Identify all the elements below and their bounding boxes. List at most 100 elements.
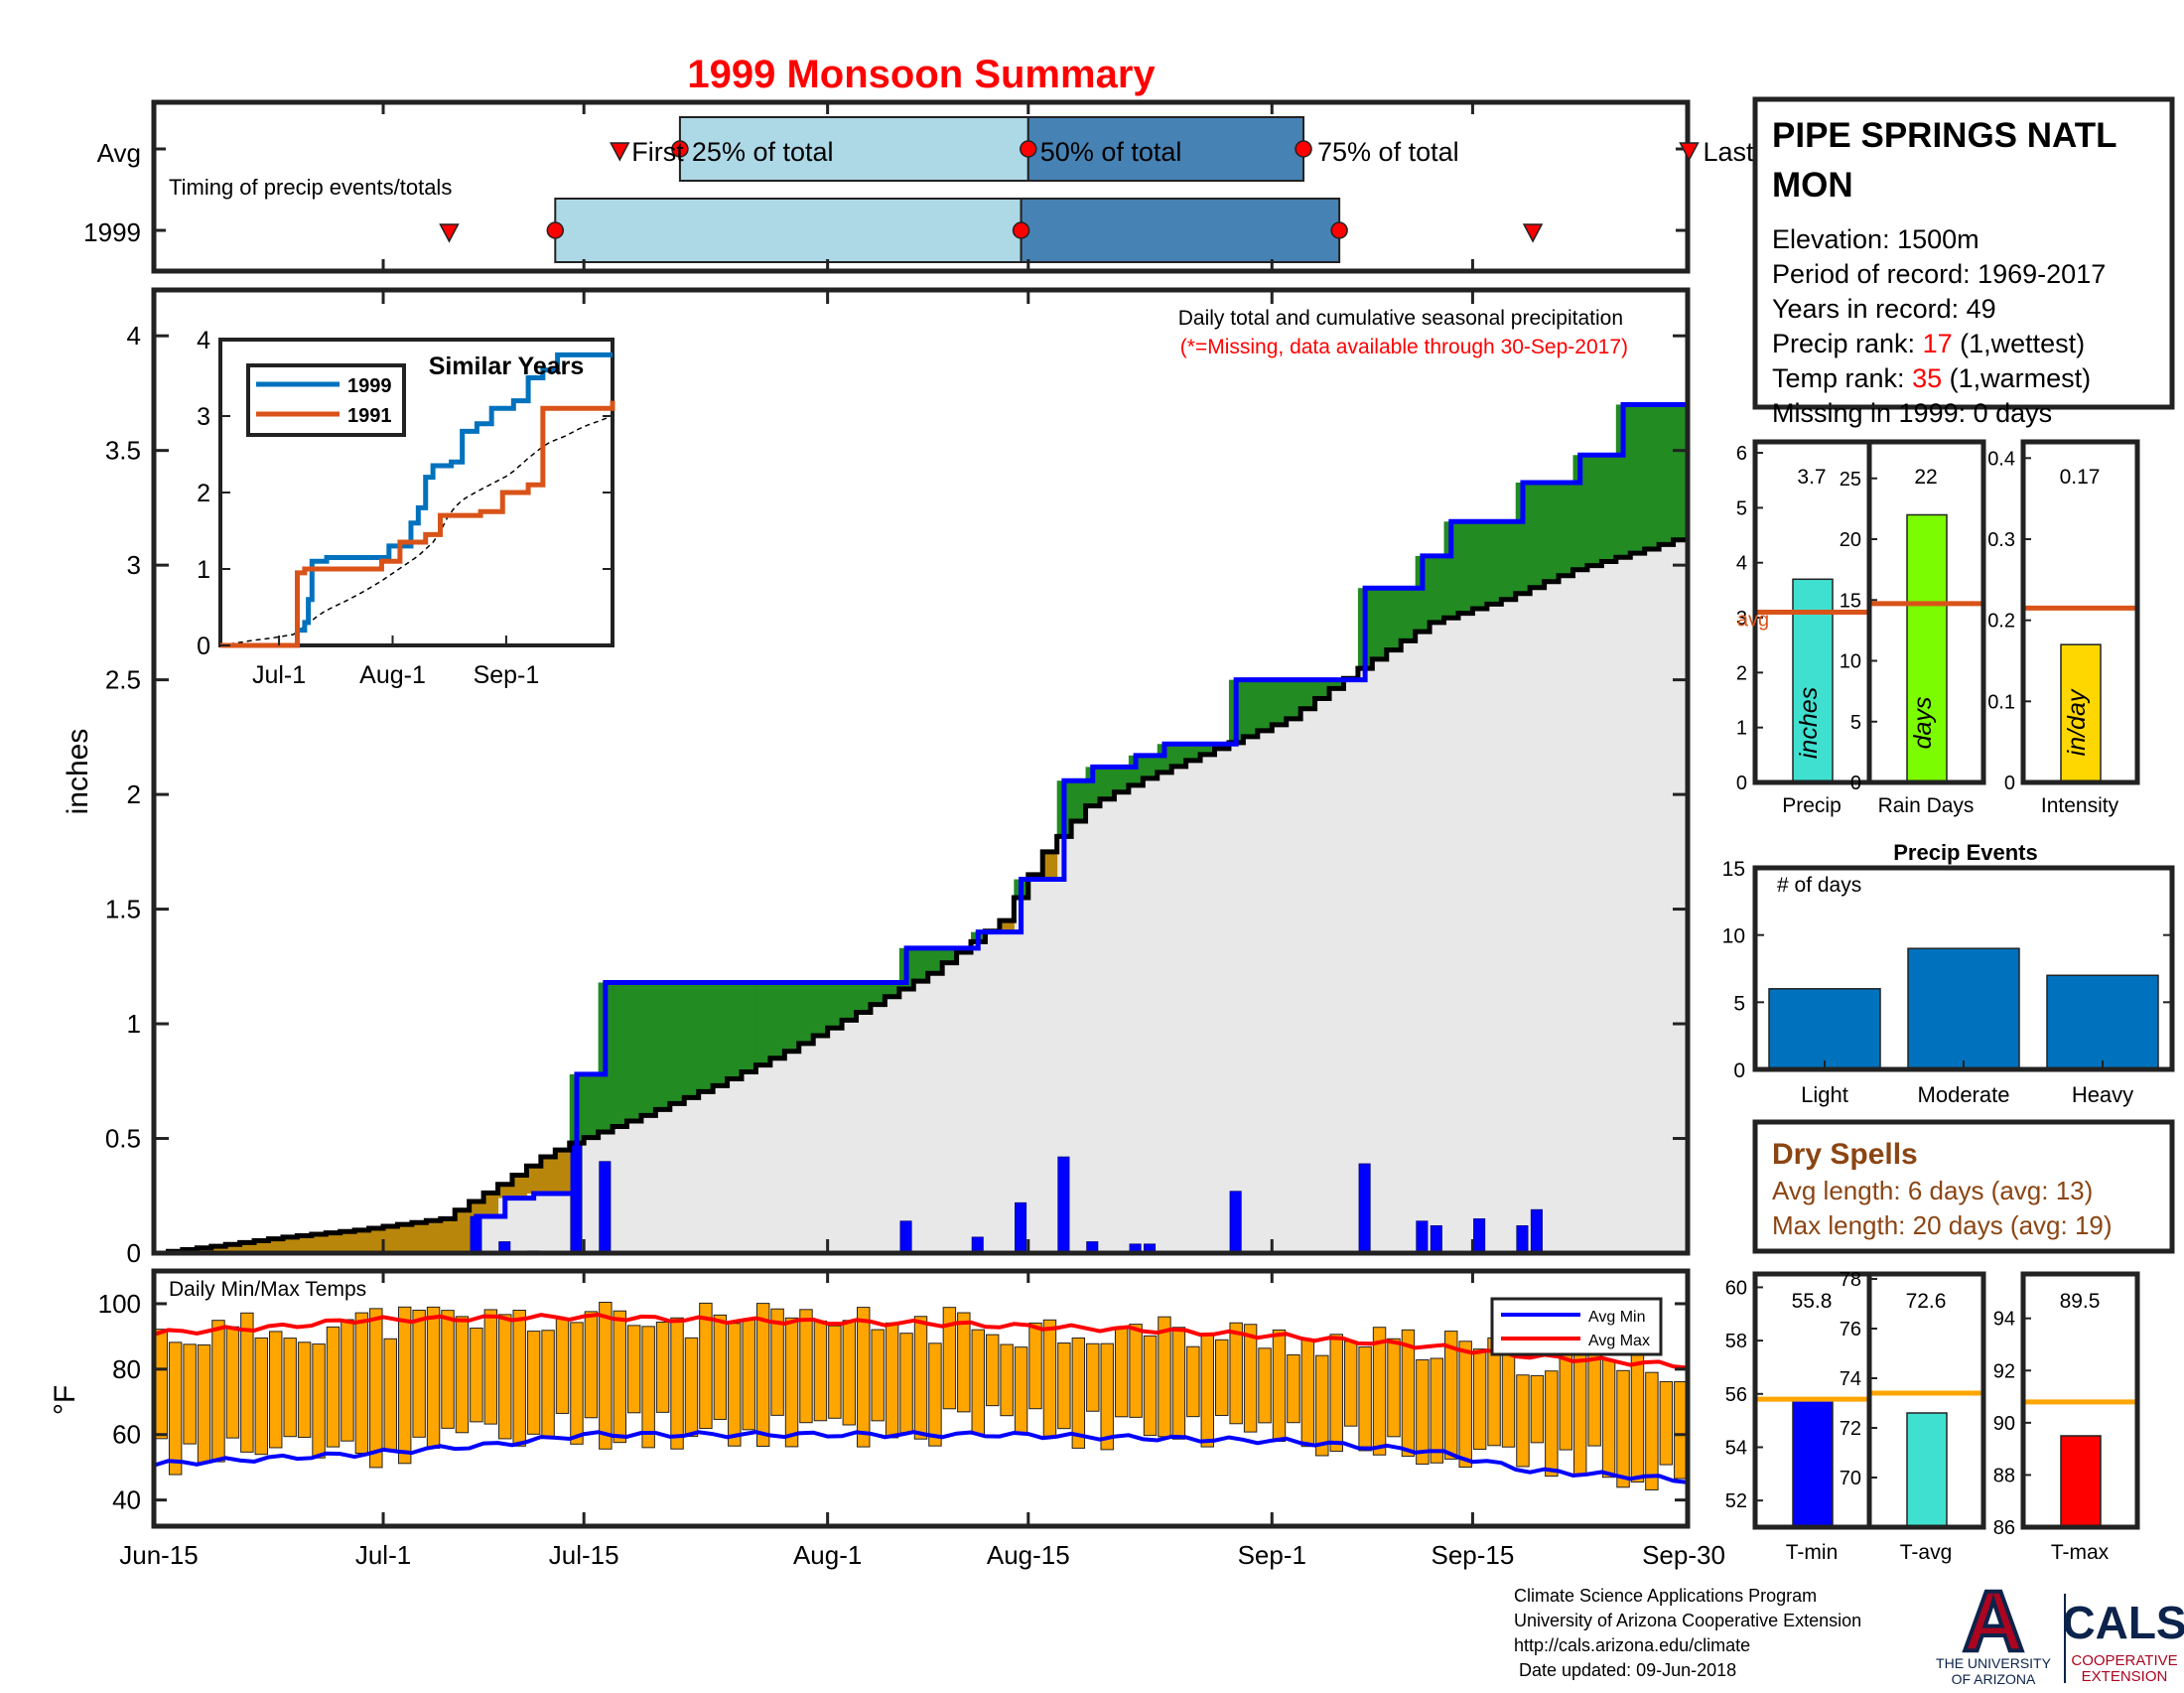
temp-range-bar-day-252: [1387, 1338, 1401, 1438]
temp-range-bar-day-191: [512, 1310, 526, 1447]
temp-range-bar-day-221: [942, 1307, 957, 1410]
summary-ytick-label-0-2: 2: [1736, 662, 1747, 684]
temp-range-bar-day-226: [1014, 1346, 1028, 1435]
x-tick-label-5: Sep-1: [1238, 1540, 1306, 1570]
summary-ytick-label-1-3: 76: [1840, 1319, 1861, 1340]
surplus-fill-day-217: [885, 982, 900, 997]
temp-range-bar-day-206: [728, 1323, 742, 1447]
credits-line1: Climate Science Applications Program: [1514, 1586, 1817, 1606]
precip-ytick-label-8: 4: [127, 321, 141, 351]
summary-ytick-label-0-3: 3: [1736, 608, 1747, 630]
inset-legend: [246, 363, 406, 437]
surplus-fill-day-258: [1472, 521, 1488, 610]
inset-xtick-label-2: Sep-1: [474, 661, 540, 689]
surplus-fill-day-205: [713, 982, 729, 1086]
precip-ytick-label-7: 3.5: [105, 436, 141, 466]
events-category-label-0: Light: [1801, 1082, 1848, 1107]
x-tick-label-4: Aug-15: [987, 1540, 1070, 1570]
avg-second-half-bar: [1026, 116, 1305, 182]
temp-range-bar-day-240: [1215, 1339, 1229, 1416]
temp-range-bar-day-177: [312, 1343, 326, 1459]
summary-ytick-label-2-0: 0: [2004, 773, 2015, 794]
summary-ytick-label-1-5: 25: [1840, 469, 1861, 491]
temp-range-bar-day-219: [913, 1316, 928, 1440]
deficit-fill-day-179: [340, 1231, 355, 1253]
summary-label-0: T-min: [1786, 1541, 1839, 1564]
temp-range-bar-day-231: [1086, 1342, 1100, 1412]
inset-ytick-label-2: 2: [197, 480, 210, 507]
events-ytick-label-3: 15: [1722, 858, 1745, 881]
inset-ticks: 0 1 2 3 4 Jul-1 Aug-1 Sep-1: [197, 327, 613, 689]
surplus-fill-day-199: [626, 982, 642, 1121]
surplus-fill-day-196: [584, 1073, 600, 1138]
temp-range-bar-day-225: [1000, 1343, 1014, 1417]
temp-range-bar-day-263: [1545, 1370, 1559, 1478]
summary-ytick-label-2-1: 0.1: [1987, 691, 2015, 713]
summary-label-0: Precip: [1782, 794, 1842, 817]
precip-events-panel: Precip Events # of days 0 5 10 15 Light Moder…: [1722, 840, 2175, 1107]
temp-range-bar-day-187: [455, 1316, 470, 1434]
1999-25pct-marker: [546, 221, 565, 239]
surplus-fill-day-239: [1200, 744, 1216, 755]
surplus-fill-day-251: [1372, 588, 1388, 659]
events-ytick-label-0: 0: [1733, 1059, 1745, 1082]
avg-75pct-label: 75% of total: [1317, 137, 1459, 167]
temp-range-bar-day-235: [1143, 1335, 1158, 1437]
precip-ytick-label-1: 0.5: [105, 1124, 141, 1154]
timing-subtitle: Timing of precip events/totals: [169, 175, 452, 200]
surplus-fill-day-238: [1185, 744, 1201, 761]
temp-range-bar-day-193: [541, 1330, 555, 1439]
deficit-fill-day-173: [254, 1240, 270, 1253]
surplus-fill-day-254: [1415, 555, 1431, 633]
temp-range-bar-day-183: [397, 1306, 412, 1465]
temp-range-bar-day-198: [613, 1310, 626, 1444]
summary-ytick-label-2-1: 88: [1993, 1465, 2015, 1486]
temp-range-bar-day-220: [928, 1342, 942, 1447]
summary-label-2: Intensity: [2041, 794, 2119, 817]
temp-range-bar-day-254: [1416, 1359, 1430, 1465]
shared-x-ticks: Jun-15 Jul-1 Jul-15 Aug-1 Aug-15 Sep-1 Sep-15 S…: [119, 290, 1725, 1570]
temp-range-bar-day-188: [470, 1328, 483, 1423]
summary-ytick-label-0-1: 1: [1736, 718, 1747, 740]
temp-range-bar-day-253: [1401, 1329, 1416, 1458]
summary-ytick-label-0-2: 56: [1725, 1384, 1747, 1406]
temp-range-bar-day-251: [1372, 1327, 1387, 1456]
temp-range-bar-day-174: [269, 1331, 283, 1449]
summary-ytick-label-2-2: 0.2: [1987, 611, 2015, 633]
inset-1991-line: [220, 400, 615, 648]
cumulative-lines: [154, 401, 1691, 1256]
temp-range-bar-day-261: [1516, 1374, 1530, 1468]
temp-range-bar-day-166: [154, 1329, 168, 1440]
temp-range-bar-day-202: [670, 1317, 684, 1450]
surplus-fill-day-208: [755, 982, 771, 1065]
temp-range-bar-day-182: [383, 1338, 397, 1451]
figure-title: 1999 Monsoon Summary: [687, 53, 1156, 96]
summary-frame-3-2: [2020, 439, 2140, 785]
credits-line2: University of Arizona Cooperative Extens…: [1514, 1611, 1861, 1630]
temp-range-bar-day-197: [599, 1302, 613, 1450]
cals-logo-text: CALS: [2062, 1597, 2184, 1648]
inset-lines: [219, 352, 615, 648]
temp-range-bar-day-242: [1243, 1324, 1258, 1433]
temp-range-bar-day-255: [1430, 1357, 1444, 1464]
summary-ytick-label-1-4: 78: [1840, 1269, 1861, 1291]
avg-first-half-bar: [678, 116, 1029, 182]
events-bar-light: [1768, 988, 1881, 1070]
temp-range-bar-day-200: [641, 1326, 655, 1449]
temp-range-bar-day-192: [526, 1331, 541, 1435]
summary-ytick-label-2-4: 0.4: [1987, 448, 2015, 470]
temp-range-bar-day-257: [1458, 1340, 1472, 1469]
surplus-fill-day-247: [1314, 679, 1330, 699]
ua-logo-line2: OF ARIZONA: [1952, 1671, 2036, 1687]
events-bar-moderate: [1907, 947, 2020, 1070]
deficit-fill-day-189: [483, 1193, 499, 1217]
summary-ytick-label-1-2: 74: [1840, 1368, 1861, 1390]
temp-legend: [1490, 1297, 1663, 1356]
summary-value-2: 89.5: [2060, 1290, 2101, 1313]
summary-ytick-label-1-2: 10: [1840, 651, 1861, 673]
summary-ytick-label-0-3: 58: [1725, 1331, 1747, 1352]
summary-ytick-label-1-4: 20: [1840, 529, 1861, 551]
summary-ytick-label-0-4: 60: [1725, 1277, 1747, 1299]
temp-range-bar-day-243: [1258, 1347, 1272, 1424]
